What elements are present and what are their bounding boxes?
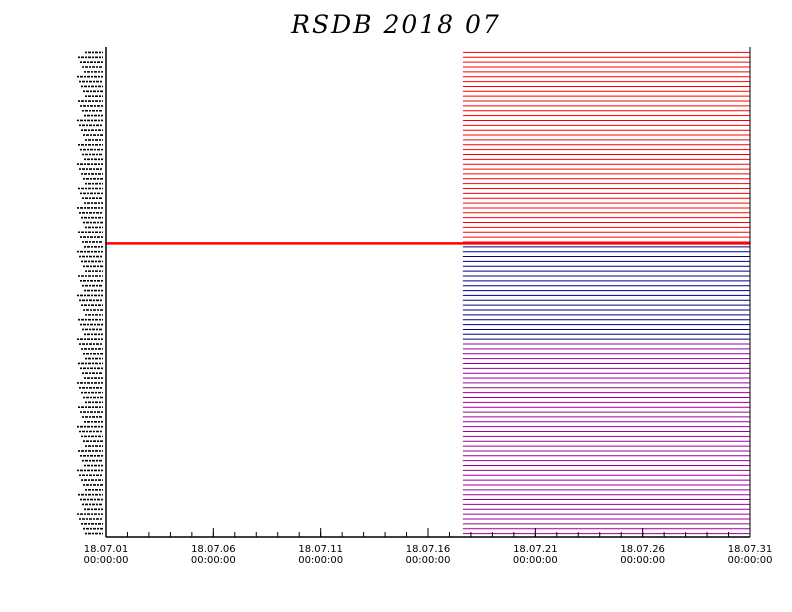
x-tick-time: 00:00:00: [620, 555, 665, 566]
x-ticks: 18.07.0100:00:0018.07.0600:00:0018.07.11…: [84, 528, 773, 566]
x-tick-date: 18.07.26: [620, 544, 665, 555]
x-tick-time: 00:00:00: [728, 555, 773, 566]
x-tick-date: 18.07.21: [513, 544, 558, 555]
x-tick-time: 00:00:00: [298, 555, 343, 566]
chart-title: RSDB 2018 07: [291, 10, 501, 39]
x-tick-date: 18.07.01: [84, 544, 129, 555]
y-row-labels: [77, 51, 103, 535]
x-tick-date: 18.07.16: [406, 544, 451, 555]
x-tick-time: 00:00:00: [406, 555, 451, 566]
x-tick-time: 00:00:00: [84, 555, 129, 566]
x-tick-time: 00:00:00: [513, 555, 558, 566]
x-tick-time: 00:00:00: [191, 555, 236, 566]
x-tick-date: 18.07.31: [728, 544, 773, 555]
x-tick-date: 18.07.11: [298, 544, 343, 555]
data-bars: [106, 51, 750, 535]
x-tick-date: 18.07.06: [191, 544, 236, 555]
